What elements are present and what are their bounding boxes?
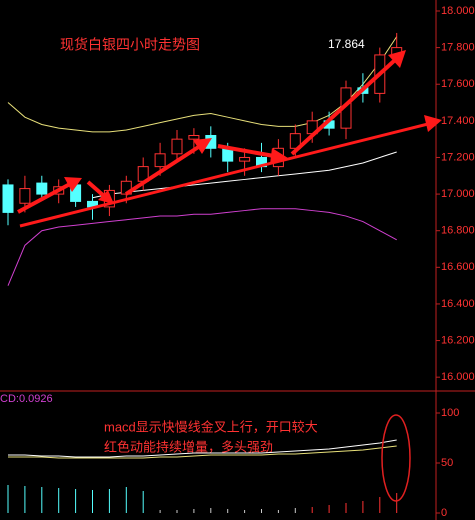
chart-title: 现货白银四小时走势图 (60, 37, 200, 53)
macd-label: CD:0.0926 (0, 393, 53, 405)
y-tick-label: 16.200 (441, 334, 475, 346)
y-tick-label: 16.400 (441, 298, 475, 310)
y-tick-label: 18.000 (441, 5, 475, 17)
candle-body (2, 184, 14, 213)
candle-body (188, 134, 200, 140)
y-tick-label: 16.600 (441, 261, 475, 273)
y-tick-label: 50 (441, 457, 453, 469)
indicator-line (8, 445, 397, 459)
y-tick-label: 100 (441, 407, 459, 419)
candle-body (171, 138, 183, 155)
candle-body (239, 156, 251, 162)
y-tick-label: 17.800 (441, 42, 475, 54)
trend-arrows (17, 50, 442, 228)
y-tick-label: 0 (441, 507, 447, 519)
indicator-line (7, 36, 398, 133)
candle-body (36, 182, 48, 195)
y-tick-label: 17.000 (441, 188, 475, 200)
price-label: 17.864 (328, 37, 365, 51)
candle-body (19, 188, 31, 204)
indicator-line (7, 208, 397, 286)
macd-note: 红色动能持续增量，多头强劲 (104, 439, 273, 454)
indicator-line (8, 439, 397, 458)
macd-note: macd显示快慢线金叉上行，开口较大 (104, 419, 318, 434)
y-tick-label: 17.600 (441, 78, 475, 90)
y-tick-label: 16.000 (441, 371, 475, 383)
highlight-ellipse (381, 414, 411, 502)
y-tick-label: 16.800 (441, 225, 475, 237)
y-tick-label: 17.400 (441, 115, 475, 127)
y-tick-label: 17.200 (441, 151, 475, 163)
candle-body (154, 153, 166, 168)
